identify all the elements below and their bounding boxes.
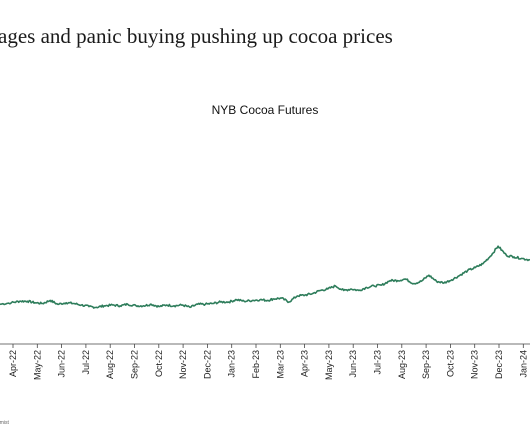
series-line [0, 245, 530, 309]
chart-title: NYB Cocoa Futures [212, 103, 319, 117]
x-tick-label: Aug-22 [105, 350, 115, 379]
x-tick-label: Nov-23 [470, 350, 480, 379]
x-tick-label: May-23 [324, 350, 334, 380]
x-tick-label: Jun-23 [348, 350, 358, 378]
x-tick-label: Jan-24 [518, 350, 528, 378]
x-tick-label: Mar-23 [275, 350, 285, 379]
x-tick-label: Nov-22 [178, 350, 188, 379]
x-tick-label: Apr-23 [300, 350, 310, 377]
headline: ages and panic buying pushing up cocoa p… [0, 24, 393, 48]
x-tick-label: Sep-22 [130, 350, 140, 379]
x-tick-label: Jan-23 [227, 350, 237, 378]
x-tick-label: Jul-23 [373, 350, 383, 375]
x-tick-label: Feb-23 [251, 350, 261, 379]
x-tick-label: Apr-22 [8, 350, 18, 377]
x-tick-label: Oct-23 [445, 350, 455, 377]
x-tick-label: Dec-22 [202, 350, 212, 379]
x-tick-label: Dec-23 [494, 350, 504, 379]
x-tick-label: Jul-22 [81, 350, 91, 375]
x-tick-label: Oct-22 [154, 350, 164, 377]
x-tick-label: Jun-22 [57, 350, 67, 378]
x-tick-label: Sep-23 [421, 350, 431, 379]
plot-area: Apr-22 May-22 Jun-22 Jul-22 Aug-22 Sep-22 Oct-… [0, 245, 530, 380]
source-note: omist [0, 420, 9, 426]
x-tick-label: Aug-23 [397, 350, 407, 379]
x-tick-label: May-22 [32, 350, 42, 380]
